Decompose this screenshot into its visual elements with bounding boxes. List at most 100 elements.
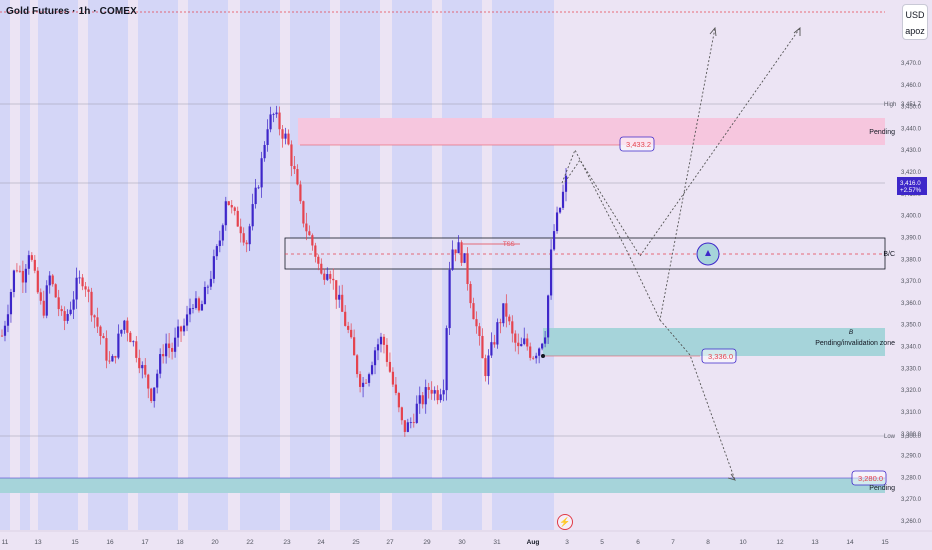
candle-body xyxy=(555,212,559,232)
time-tick-label: 17 xyxy=(141,539,149,546)
low-value: 3,300.0 xyxy=(901,434,922,440)
candle-body xyxy=(230,205,233,208)
session-shading xyxy=(0,0,554,530)
candle-body xyxy=(400,407,403,421)
candle-body xyxy=(33,259,36,271)
candle-body xyxy=(397,393,400,408)
candle-body xyxy=(176,326,180,338)
candle-body xyxy=(373,350,377,366)
candle-body xyxy=(475,319,478,327)
time-tick-label: 25 xyxy=(352,539,360,546)
candle-body xyxy=(332,278,335,281)
currency-selector[interactable]: USD apoz xyxy=(902,4,928,40)
time-tick-label: 30 xyxy=(458,539,466,546)
candle-body xyxy=(549,249,553,296)
price-tick-label: 3,470.0 xyxy=(901,61,922,67)
price-tick-label: 3,300.0 xyxy=(901,432,922,438)
candle-body xyxy=(72,299,75,310)
candle-body xyxy=(421,395,424,405)
session-band xyxy=(88,0,128,530)
candle-body xyxy=(376,344,380,351)
high-label: High xyxy=(884,102,896,108)
candle-body xyxy=(347,325,350,330)
candle-body xyxy=(344,311,347,326)
lower-level-badge[interactable] xyxy=(851,470,887,486)
candle-body xyxy=(162,354,165,357)
candle-body xyxy=(353,337,356,356)
upper-level-badge[interactable] xyxy=(619,136,655,152)
time-tick-label: 12 xyxy=(776,539,784,546)
time-axis[interactable]: 11 13 15 16 17 18 20 22 23 24 25 27 29 30 31 Aug 3 5 6 7 8 10… xyxy=(2,539,889,546)
candle-body xyxy=(84,286,87,290)
candle-body xyxy=(424,387,427,405)
price-tick-label: 3,310.0 xyxy=(901,410,922,416)
lower-zone[interactable] xyxy=(0,478,885,493)
candle-body xyxy=(538,348,541,356)
candle-body xyxy=(260,158,263,188)
candle-body xyxy=(520,344,523,347)
arrowhead-icon xyxy=(709,26,717,37)
candle-body xyxy=(191,307,195,309)
candle-body xyxy=(305,223,308,232)
candle-body xyxy=(126,320,129,333)
candle-body xyxy=(433,390,436,394)
candle-body xyxy=(514,333,517,343)
candle-body xyxy=(529,346,532,358)
candle-body xyxy=(457,242,460,254)
candle-body xyxy=(388,361,392,372)
time-tick-label: 8 xyxy=(706,539,710,546)
candle-body xyxy=(194,298,198,308)
candle-body xyxy=(541,343,544,349)
price-tick-label: 3,270.0 xyxy=(901,497,922,503)
candle-body xyxy=(272,114,275,115)
candle-body xyxy=(287,133,290,145)
candle-body xyxy=(188,308,192,315)
candle-body xyxy=(493,342,496,345)
candle-body xyxy=(442,390,445,395)
candle-body xyxy=(266,129,269,145)
time-tick-label: 27 xyxy=(386,539,394,546)
unit-label: apoz xyxy=(905,26,925,36)
candle-body xyxy=(108,360,111,362)
price-tick-label: 3,260.0 xyxy=(901,519,922,525)
candle-body xyxy=(412,422,415,424)
candle-body xyxy=(141,365,144,369)
candle-body xyxy=(460,242,463,263)
candle-body xyxy=(114,356,117,358)
candle-body xyxy=(57,297,60,310)
mid-level-badge[interactable] xyxy=(701,348,737,364)
time-tick-label: 5 xyxy=(600,539,604,546)
session-band xyxy=(188,0,228,530)
candle-body xyxy=(454,249,457,254)
candle-body xyxy=(153,387,156,402)
price-axis[interactable]: 3,470.0 3,460.0 3,450.0 3,440.0 3,430.0 3,420… xyxy=(901,61,922,525)
candle-body xyxy=(212,256,215,279)
candle-body xyxy=(361,382,365,387)
candle-body xyxy=(320,263,323,274)
candle-body xyxy=(248,226,251,245)
candle-body xyxy=(63,311,66,321)
b-marker-label: B xyxy=(849,329,854,336)
projection-path-b xyxy=(564,27,801,257)
candle-body xyxy=(179,326,183,332)
time-tick-label: 16 xyxy=(106,539,114,546)
candle-body xyxy=(311,235,314,246)
time-tick-label: 31 xyxy=(493,539,501,546)
candle-body xyxy=(523,338,526,345)
candle-body xyxy=(227,201,230,206)
session-band xyxy=(20,0,30,530)
symbol-title[interactable]: Gold Futures · 1h · COMEX xyxy=(6,6,137,17)
bc-range-box[interactable] xyxy=(284,237,886,270)
supply-zone[interactable] xyxy=(298,118,885,145)
candle-body xyxy=(490,342,493,356)
candle-body xyxy=(117,333,120,358)
candle-body xyxy=(326,274,329,280)
candle-body xyxy=(511,321,514,334)
session-band xyxy=(0,0,10,530)
candle-body xyxy=(391,371,395,385)
change-pct-text: +2.57% xyxy=(900,187,922,194)
lightning-icon[interactable]: ⚡ xyxy=(557,514,573,530)
price-tick-label: 3,290.0 xyxy=(901,454,922,460)
last-price-badge[interactable] xyxy=(897,177,927,195)
